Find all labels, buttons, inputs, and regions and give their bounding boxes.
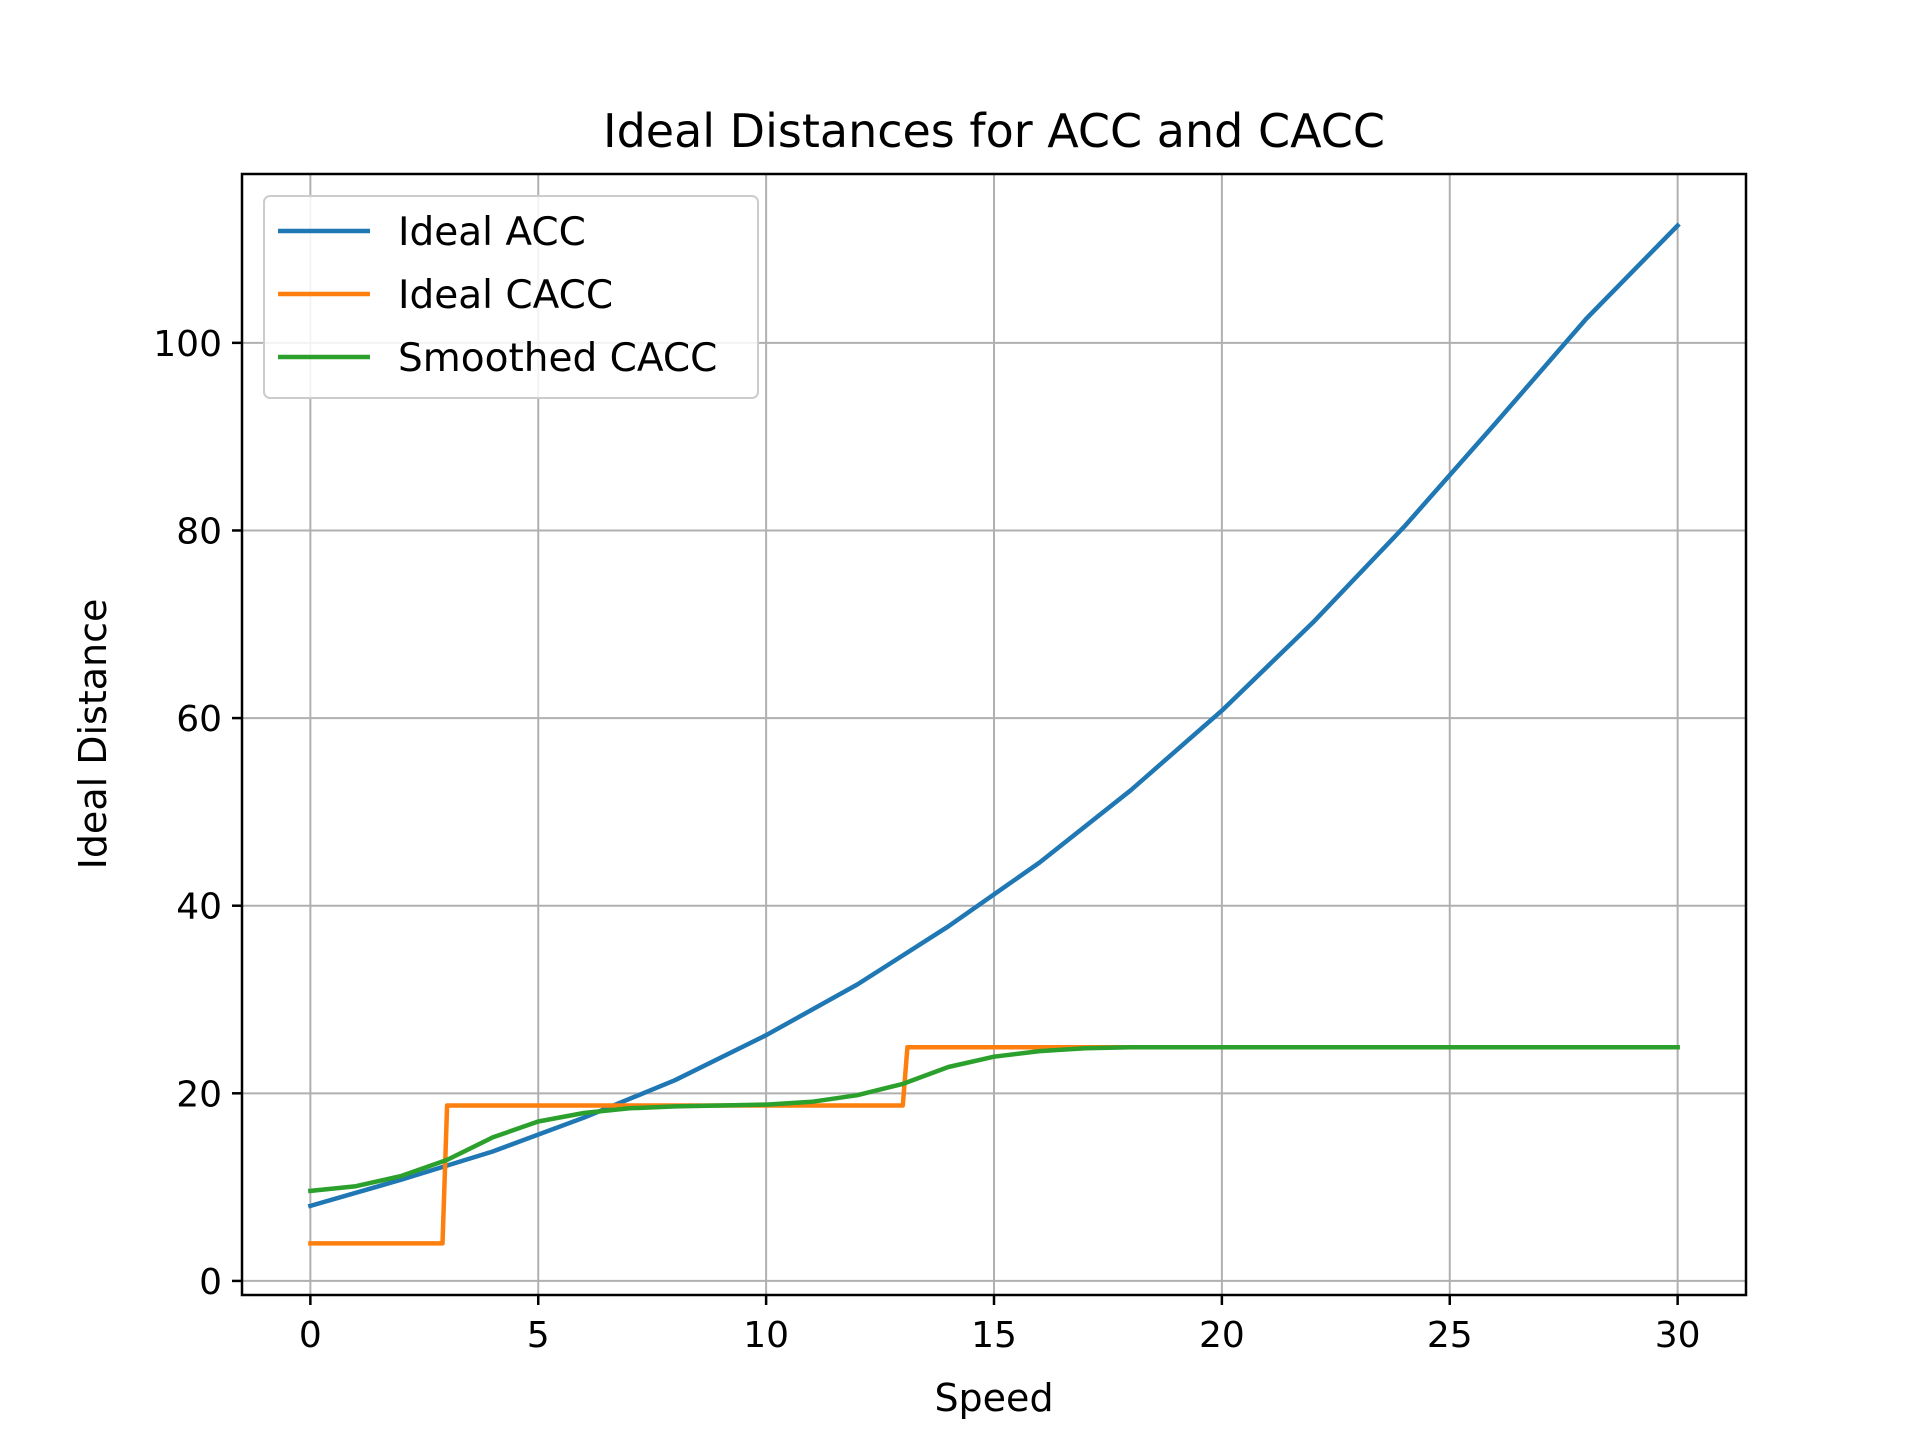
y-tick-label: 20 xyxy=(176,1074,222,1115)
legend-box xyxy=(263,195,759,399)
x-tick-label: 25 xyxy=(1427,1315,1473,1356)
x-tick-label: 0 xyxy=(299,1315,322,1356)
y-axis-label: Ideal Distance xyxy=(71,599,115,870)
series-line-2 xyxy=(307,1045,1680,1194)
x-tick-label: 20 xyxy=(1199,1315,1245,1356)
y-tick-label: 100 xyxy=(153,324,222,365)
x-tick-label: 15 xyxy=(971,1315,1017,1356)
legend-label-0: Ideal ACC xyxy=(398,210,586,255)
legend-label-2: Smoothed CACC xyxy=(398,336,717,381)
x-tick-label: 30 xyxy=(1655,1315,1701,1356)
y-tick-label: 40 xyxy=(176,887,222,928)
x-axis-label: Speed xyxy=(934,1376,1053,1420)
y-tick-label: 80 xyxy=(176,511,222,552)
x-tick-label: 10 xyxy=(743,1315,789,1356)
series-line-0 xyxy=(307,222,1681,1209)
y-tick-label: 0 xyxy=(199,1262,222,1303)
chart-title: Ideal Distances for ACC and CACC xyxy=(603,104,1385,158)
plot-area: 0 5 10 15 20 25 30 0 20 40 60 80 100 Ideal ACC Ideal C… xyxy=(153,172,1748,1356)
x-tick-label: 5 xyxy=(527,1315,550,1356)
y-tick-label: 60 xyxy=(176,699,222,740)
legend-label-1: Ideal CACC xyxy=(398,273,613,318)
